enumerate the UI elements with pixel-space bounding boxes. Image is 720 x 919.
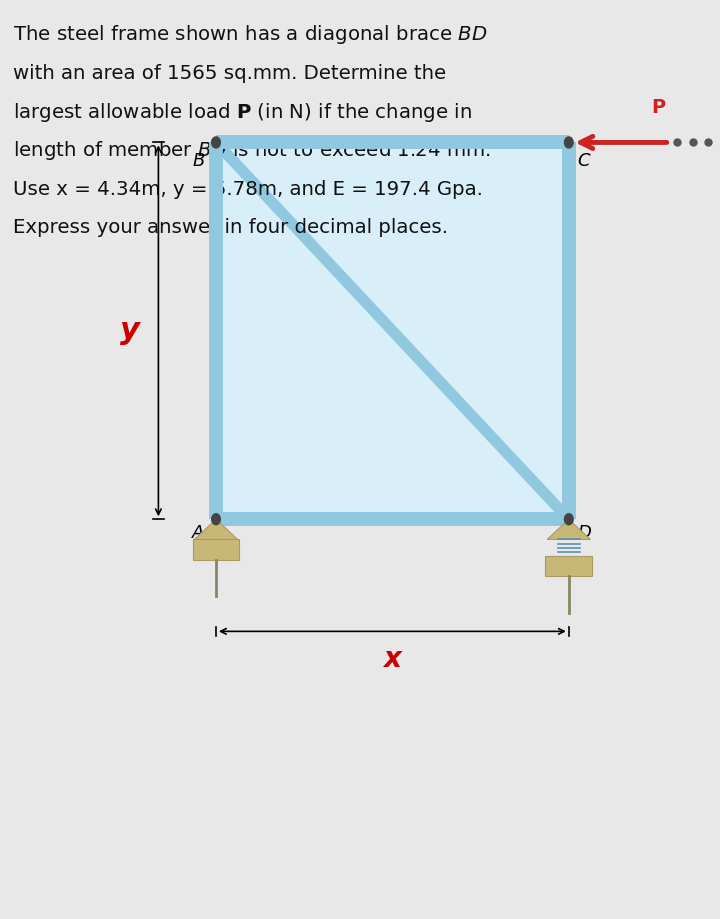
Text: length of member $\mathit{BD}$ is not to exceed 1.24 mm.: length of member $\mathit{BD}$ is not to… bbox=[13, 139, 490, 163]
Text: C: C bbox=[577, 152, 590, 170]
Circle shape bbox=[564, 514, 573, 525]
Text: y: y bbox=[120, 316, 140, 346]
Bar bbox=[192, 539, 239, 560]
Polygon shape bbox=[216, 142, 569, 519]
Text: with an area of 1565 sq.mm. Determine the: with an area of 1565 sq.mm. Determine th… bbox=[13, 64, 446, 83]
Text: P: P bbox=[652, 98, 666, 117]
Text: Express your answer in four decimal places.: Express your answer in four decimal plac… bbox=[13, 219, 448, 237]
Text: B: B bbox=[192, 152, 204, 170]
Text: largest allowable load $\mathbf{P}$ (in N) if the change in: largest allowable load $\mathbf{P}$ (in … bbox=[13, 100, 472, 124]
Bar bbox=[546, 556, 593, 576]
Text: The steel frame shown has a diagonal brace $\mathit{BD}$: The steel frame shown has a diagonal bra… bbox=[13, 23, 487, 47]
Circle shape bbox=[564, 137, 573, 148]
Text: D: D bbox=[577, 524, 591, 542]
Text: Use x = 4.34m, y = 5.78m, and E = 197.4 Gpa.: Use x = 4.34m, y = 5.78m, and E = 197.4 … bbox=[13, 180, 483, 199]
Circle shape bbox=[212, 137, 220, 148]
Circle shape bbox=[212, 514, 220, 525]
Polygon shape bbox=[194, 519, 238, 539]
Polygon shape bbox=[547, 519, 590, 539]
Text: A: A bbox=[192, 524, 204, 542]
Text: x: x bbox=[384, 645, 401, 673]
